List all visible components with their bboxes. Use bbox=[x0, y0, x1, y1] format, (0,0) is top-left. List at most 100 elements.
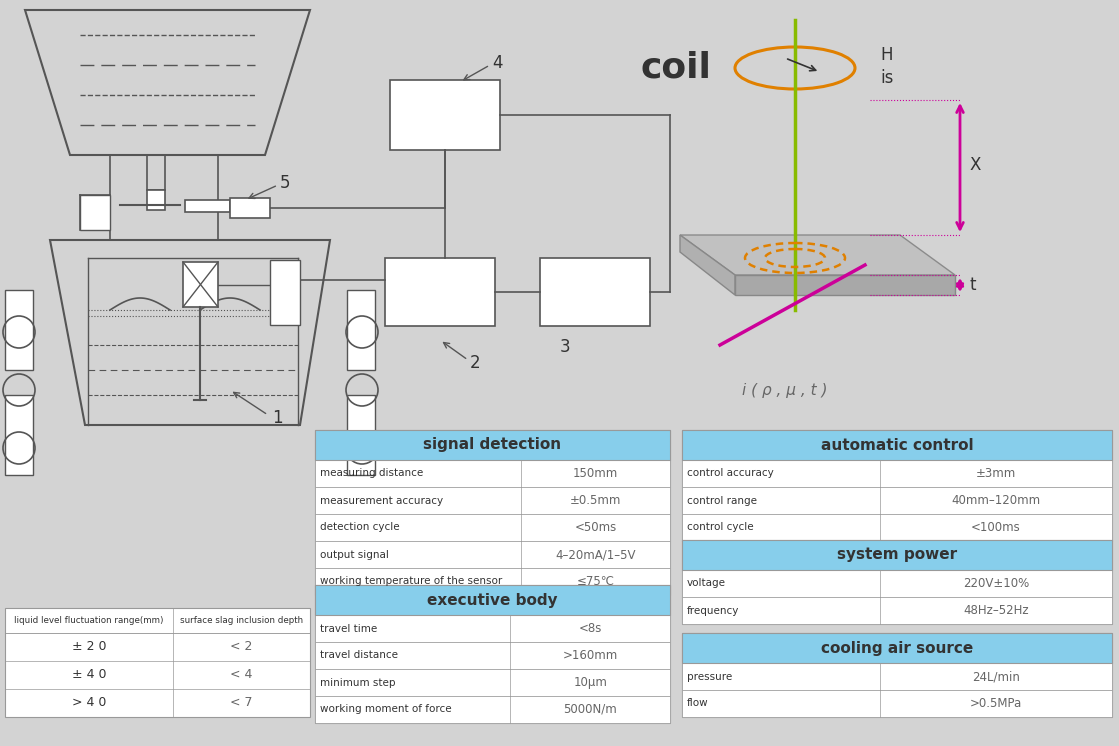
Text: detection cycle: detection cycle bbox=[320, 522, 399, 533]
Text: 5000N/m: 5000N/m bbox=[563, 703, 617, 716]
Text: ± 4 0: ± 4 0 bbox=[72, 668, 106, 682]
Bar bbox=[681, 663, 1112, 690]
Bar bbox=[185, 200, 231, 212]
Text: 48Hz–52Hz: 48Hz–52Hz bbox=[963, 604, 1028, 617]
Text: cooling air source: cooling air source bbox=[821, 641, 974, 656]
Text: frequency: frequency bbox=[687, 606, 740, 615]
Text: ±0.5mm: ±0.5mm bbox=[570, 494, 621, 507]
Bar bbox=[316, 430, 670, 595]
Text: measurement accuracy: measurement accuracy bbox=[320, 495, 443, 506]
Text: < 4: < 4 bbox=[231, 668, 253, 682]
Text: pressure: pressure bbox=[687, 671, 732, 682]
Text: is: is bbox=[880, 69, 893, 87]
Bar bbox=[316, 585, 670, 615]
Text: ± 2 0: ± 2 0 bbox=[72, 641, 106, 653]
Text: < 7: < 7 bbox=[231, 697, 253, 709]
Text: control range: control range bbox=[687, 495, 756, 506]
Bar bbox=[316, 642, 670, 669]
Bar bbox=[316, 514, 670, 541]
Bar bbox=[681, 633, 1112, 717]
Bar bbox=[270, 260, 300, 325]
Text: >160mm: >160mm bbox=[563, 649, 618, 662]
Bar bbox=[681, 540, 1112, 624]
Text: minimum step: minimum step bbox=[320, 677, 395, 688]
Text: travel time: travel time bbox=[320, 624, 377, 633]
Bar bbox=[147, 155, 164, 190]
Text: > 4 0: > 4 0 bbox=[72, 697, 106, 709]
Bar bbox=[147, 190, 164, 210]
Text: <50ms: <50ms bbox=[574, 521, 617, 534]
Bar bbox=[681, 597, 1112, 624]
Text: 150mm: 150mm bbox=[573, 467, 618, 480]
Polygon shape bbox=[735, 275, 955, 295]
Bar bbox=[681, 690, 1112, 717]
Text: >0.5MPa: >0.5MPa bbox=[970, 697, 1022, 710]
Bar bbox=[347, 395, 375, 475]
Bar bbox=[316, 568, 670, 595]
Text: system power: system power bbox=[837, 548, 957, 562]
Bar bbox=[681, 460, 1112, 487]
Bar bbox=[316, 541, 670, 568]
Text: X: X bbox=[970, 156, 981, 174]
Text: 3: 3 bbox=[560, 338, 571, 356]
Text: working temperature of the sensor: working temperature of the sensor bbox=[320, 577, 502, 586]
Bar bbox=[184, 262, 218, 307]
Text: measuring distance: measuring distance bbox=[320, 468, 423, 478]
Bar bbox=[347, 290, 375, 370]
Bar bbox=[391, 80, 500, 150]
Text: H: H bbox=[880, 46, 893, 64]
Text: surface slag inclusion depth: surface slag inclusion depth bbox=[180, 616, 303, 625]
Text: signal detection: signal detection bbox=[423, 437, 562, 453]
Text: 4: 4 bbox=[492, 54, 502, 72]
Bar bbox=[681, 430, 1112, 460]
Bar bbox=[681, 540, 1112, 570]
Text: t: t bbox=[970, 276, 977, 294]
Bar bbox=[316, 430, 670, 460]
Text: 4–20mA/1–5V: 4–20mA/1–5V bbox=[555, 548, 636, 561]
Bar bbox=[681, 570, 1112, 597]
Bar bbox=[316, 696, 670, 723]
Text: flow: flow bbox=[687, 698, 708, 709]
Text: 10μm: 10μm bbox=[573, 676, 608, 689]
Text: voltage: voltage bbox=[687, 578, 726, 589]
Text: control accuracy: control accuracy bbox=[687, 468, 773, 478]
Text: 5: 5 bbox=[280, 174, 291, 192]
Text: 40mm–120mm: 40mm–120mm bbox=[951, 494, 1041, 507]
Text: i ( ρ , μ , t ): i ( ρ , μ , t ) bbox=[742, 383, 828, 398]
Bar bbox=[316, 460, 670, 487]
Polygon shape bbox=[680, 235, 955, 275]
Text: liquid level fluctuation range(mm): liquid level fluctuation range(mm) bbox=[15, 616, 163, 625]
Bar bbox=[231, 198, 270, 218]
Text: control cycle: control cycle bbox=[687, 522, 753, 533]
Text: 2: 2 bbox=[470, 354, 481, 372]
Text: ±3mm: ±3mm bbox=[976, 467, 1016, 480]
Text: < 2: < 2 bbox=[231, 641, 253, 653]
Text: coil: coil bbox=[640, 51, 711, 85]
Text: executive body: executive body bbox=[427, 592, 557, 607]
Text: 1: 1 bbox=[272, 409, 283, 427]
Bar bbox=[681, 487, 1112, 514]
Polygon shape bbox=[680, 235, 735, 295]
Bar bbox=[79, 195, 110, 230]
Text: automatic control: automatic control bbox=[820, 437, 974, 453]
Text: working moment of force: working moment of force bbox=[320, 704, 452, 715]
Bar bbox=[316, 585, 670, 723]
Bar bbox=[681, 514, 1112, 541]
Bar bbox=[540, 258, 650, 326]
Bar bbox=[316, 615, 670, 642]
Bar bbox=[681, 430, 1112, 541]
Text: 24L/min: 24L/min bbox=[972, 670, 1019, 683]
Bar bbox=[4, 608, 310, 717]
Text: 220V±10%: 220V±10% bbox=[962, 577, 1029, 590]
Bar bbox=[4, 290, 32, 370]
Bar bbox=[4, 395, 32, 475]
Text: <8s: <8s bbox=[579, 622, 602, 635]
Text: ≤75℃: ≤75℃ bbox=[576, 575, 614, 588]
Text: travel distance: travel distance bbox=[320, 651, 398, 660]
Text: output signal: output signal bbox=[320, 550, 389, 560]
Bar bbox=[681, 633, 1112, 663]
Text: <100ms: <100ms bbox=[971, 521, 1021, 534]
Bar bbox=[385, 258, 495, 326]
Bar bbox=[316, 669, 670, 696]
Bar bbox=[316, 487, 670, 514]
